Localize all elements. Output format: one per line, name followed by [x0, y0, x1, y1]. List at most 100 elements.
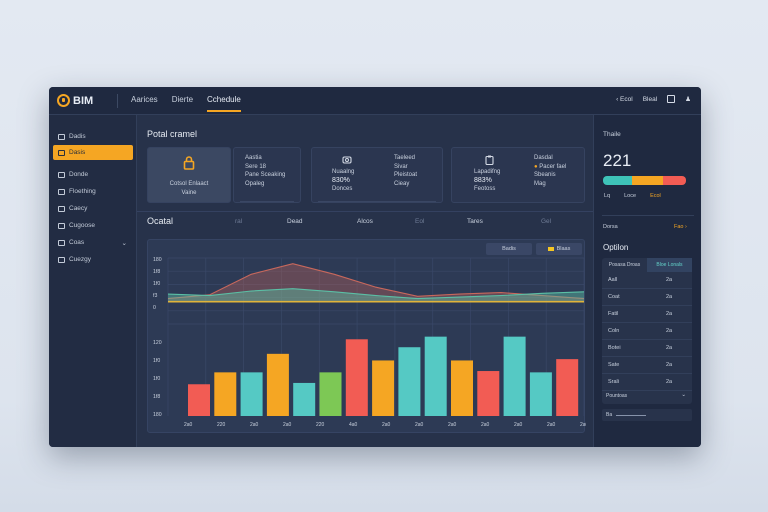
- arrow-right-icon: ›: [685, 224, 687, 230]
- x-tick-label: 220: [316, 422, 325, 428]
- stat-card-1[interactable]: Cotsol Enlaact Vaine: [147, 147, 231, 203]
- list-col[interactable]: Bloe Lonals: [647, 258, 692, 272]
- list-row[interactable]: Aall 2a: [602, 272, 692, 289]
- list-row[interactable]: Coat 2a: [602, 289, 692, 306]
- area-fill: [168, 263, 584, 302]
- card-line: Cotsol Enlaact: [169, 181, 209, 187]
- row-cell: Aall: [608, 277, 618, 283]
- x-tick-label: 2a0: [547, 422, 556, 428]
- y-tick-label: 1f0: [153, 281, 160, 287]
- chart-button-label: Blaas: [556, 246, 571, 252]
- card-line: Pane Sceaking: [245, 172, 286, 178]
- row-cell: Coln: [608, 328, 620, 334]
- sidebar-item-cuezgy[interactable]: Cuezgy: [53, 252, 133, 267]
- chart-col[interactable]: Alcos: [357, 218, 373, 225]
- sidebar-item-dasis[interactable]: Dasis: [53, 145, 133, 160]
- chart-button-badis[interactable]: Badis: [486, 243, 532, 255]
- card-right-lines: Taeleed Sivar Pleistoat Cieay: [394, 154, 417, 188]
- sidebar-item-floething[interactable]: Floething: [53, 184, 133, 199]
- list-row[interactable]: Fatil 2a: [602, 306, 692, 323]
- x-tick-label: 2a0: [382, 422, 391, 428]
- top-nav: Aarices Dierte Cchedule: [131, 95, 241, 112]
- list-row[interactable]: Sate 2a: [602, 357, 692, 374]
- progress-legend: Lq Loce Ecol: [604, 193, 661, 199]
- chart-button-label: Badis: [502, 246, 516, 252]
- top-item-bleal[interactable]: Bleal: [642, 95, 658, 103]
- card-line: Cieay: [394, 180, 410, 187]
- card-line: Aastia: [245, 155, 262, 161]
- row-link[interactable]: Fao ›: [674, 224, 687, 230]
- legend-item: Lq: [604, 193, 611, 199]
- mail-icon: [58, 205, 65, 212]
- dot-icon: ●: [534, 163, 538, 170]
- y-tick-label: 1f8: [153, 269, 160, 275]
- chart-panel: Badis Blaas 180 1f8 1f0 f3 0 120 1f0 1f0 1f8 180 2…: [147, 239, 586, 433]
- grid-icon: [58, 133, 65, 140]
- chart-button-blaas[interactable]: Blaas: [536, 243, 582, 255]
- user-icon[interactable]: ♟: [685, 96, 691, 103]
- list-header: Posasa Droas Bloe Lonals: [602, 258, 692, 272]
- scrollbar-track[interactable]: [616, 415, 646, 416]
- tab-cchedule[interactable]: Cchedule: [207, 95, 241, 112]
- card-line: Mag: [534, 180, 546, 187]
- scroll-field[interactable]: Ba: [602, 409, 692, 421]
- list-row[interactable]: Srali 2a: [602, 374, 692, 391]
- lock-icon: [183, 156, 195, 170]
- legend-item: Loce: [624, 193, 637, 199]
- right-panel: Thaile 221 Lq Loce Ecol Dorsa Fao › Opti…: [593, 115, 701, 447]
- card-line: Dasdal: [534, 155, 553, 161]
- top-item-ecol[interactable]: ‹ Ecol: [616, 96, 633, 103]
- top-bar: BIM Aarices Dierte Cchedule ‹ Ecol Bleal…: [49, 87, 701, 115]
- chart-col[interactable]: Gel: [541, 218, 552, 225]
- stat-card-3[interactable]: Nuaalng 830% Donces Taeleed Sivar Pleist…: [311, 147, 443, 203]
- list-row[interactable]: Coln 2a: [602, 323, 692, 340]
- top-item-ecol-label: Ecol: [620, 95, 633, 103]
- y-tick-label: 180: [153, 257, 162, 263]
- sidebar-item-label: Dasis: [69, 149, 86, 156]
- card-line: Pleistoat: [394, 172, 418, 178]
- settings-icon: [58, 222, 65, 229]
- sidebar-item-label: Floething: [69, 188, 96, 195]
- list-col[interactable]: Posasa Droas: [608, 262, 641, 268]
- card-line: Feotoss: [474, 186, 496, 192]
- card-line: 883%: [474, 176, 492, 184]
- chart-col[interactable]: Eol: [415, 218, 425, 225]
- chart-section-title: Ocatal: [147, 216, 174, 226]
- list-row[interactable]: Botei 2a: [602, 340, 692, 357]
- card-left-lines: Lapadifng 883% Feotoss: [474, 168, 500, 194]
- stat-card-4[interactable]: Lapadifng 883% Feotoss Dasdal ● Pacer fa…: [451, 147, 585, 203]
- chevron-down-icon[interactable]: ⌄: [681, 392, 686, 398]
- stat-card-2[interactable]: Aastia Sere 18 Pane Sceaking Opaleg: [233, 147, 301, 203]
- sidebar-item-caecy[interactable]: Caecy: [53, 201, 133, 216]
- bar: [477, 371, 500, 416]
- x-tick-label: 220: [217, 422, 226, 428]
- sidebar-item-label: Caecy: [69, 205, 88, 212]
- app-logo[interactable]: BIM: [57, 94, 93, 107]
- card-line: 830%: [332, 176, 350, 184]
- bar: [214, 372, 237, 416]
- bar: [503, 336, 526, 416]
- scroll-field-label: Ba: [606, 412, 613, 418]
- chart-col[interactable]: ral: [235, 218, 243, 225]
- y-tick-label: 1f0: [153, 376, 160, 382]
- row-cell: 2a: [666, 277, 673, 283]
- list-footer-label: Pountoas: [606, 393, 628, 399]
- swatch-icon: [547, 247, 554, 251]
- card-line: Sere 18: [245, 163, 267, 170]
- tab-aarices[interactable]: Aarices: [131, 95, 158, 104]
- sidebar-item-cugoose[interactable]: Cugoose: [53, 218, 133, 233]
- combo-chart: 180 1f8 1f0 f3 0 120 1f0 1f0 1f8 180 2a0 220 2a0 2a0 2…: [153, 257, 586, 428]
- chart-col[interactable]: Tares: [467, 218, 483, 225]
- row-cell: Sate: [608, 362, 620, 368]
- x-tick-label: 2a0: [184, 422, 193, 428]
- clipboard-icon: [485, 155, 494, 165]
- tab-dierte[interactable]: Dierte: [171, 95, 194, 104]
- window-icon[interactable]: [667, 95, 676, 103]
- card-right-lines: Dasdal ● Pacer fael Sbeanis Mag: [534, 154, 566, 188]
- bar: [451, 360, 473, 416]
- sidebar-item-dadis[interactable]: Dadis: [53, 129, 133, 144]
- chart-col[interactable]: Dead: [287, 218, 303, 225]
- sidebar-item-donde[interactable]: Donde: [53, 167, 133, 182]
- sidebar-item-coas[interactable]: Coas ⌄: [53, 235, 133, 250]
- chart-toolbar: Ocatal ral Dead Alcos Eol Tares Gel: [137, 211, 593, 229]
